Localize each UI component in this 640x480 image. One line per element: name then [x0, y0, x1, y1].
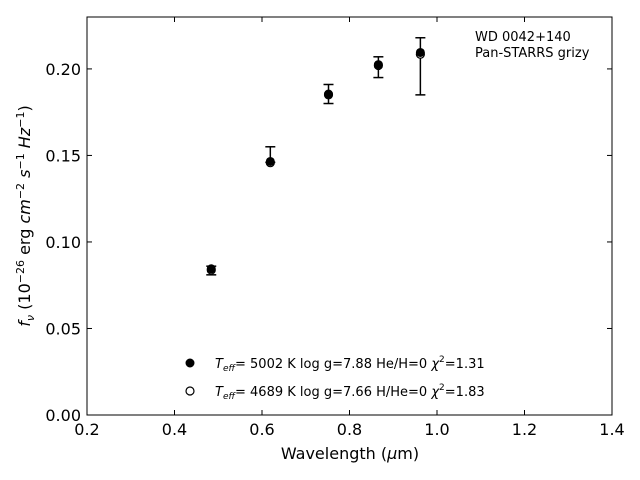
- x-tick-label: 1.2: [512, 420, 537, 439]
- legend-marker-filled: [185, 358, 195, 368]
- x-tick-label: 0.4: [162, 420, 187, 439]
- annotation-object: WD 0042+140: [475, 30, 571, 45]
- x-tick-label: 1.4: [599, 420, 624, 439]
- y-tick-label: 0.20: [45, 60, 81, 79]
- x-tick-label: 0.6: [249, 420, 274, 439]
- point-filled: [415, 47, 425, 57]
- point-filled: [206, 264, 216, 274]
- x-tick-label: 0.8: [337, 420, 362, 439]
- annotation-survey: Pan-STARRS grizy: [475, 46, 590, 61]
- legend: Teff= 5002 K log g=7.88 He/H=0 χ2=1.31 T…: [185, 355, 485, 402]
- y-tick-label: 0.05: [45, 319, 81, 338]
- y-tick-label: 0.10: [45, 233, 81, 252]
- point-filled: [265, 156, 275, 166]
- x-axis-ticks: 0.2 0.4 0.6 0.8 1.0 1.2 1.4: [74, 17, 625, 439]
- legend-entry-2: Teff= 4689 K log g=7.66 H/He=0 χ2=1.83: [215, 383, 485, 402]
- y-axis-label: fν (10−26 erg cm−2 s−1 Hz−1): [14, 105, 37, 326]
- point-filled: [373, 60, 383, 70]
- data-points: [206, 47, 425, 275]
- legend-marker-open: [185, 386, 195, 396]
- legend-entry-1: Teff= 5002 K log g=7.88 He/H=0 χ2=1.31: [215, 355, 485, 374]
- plot-area: [86, 16, 613, 416]
- y-tick-label: 0.15: [45, 146, 81, 165]
- x-tick-label: 0.2: [74, 420, 99, 439]
- x-axis-label: Wavelength (μm): [281, 444, 419, 463]
- y-axis-ticks: 0.00 0.05 0.10 0.15 0.20: [45, 60, 612, 425]
- x-tick-label: 1.0: [424, 420, 449, 439]
- y-tick-label: 0.00: [45, 406, 81, 425]
- point-filled: [324, 89, 333, 99]
